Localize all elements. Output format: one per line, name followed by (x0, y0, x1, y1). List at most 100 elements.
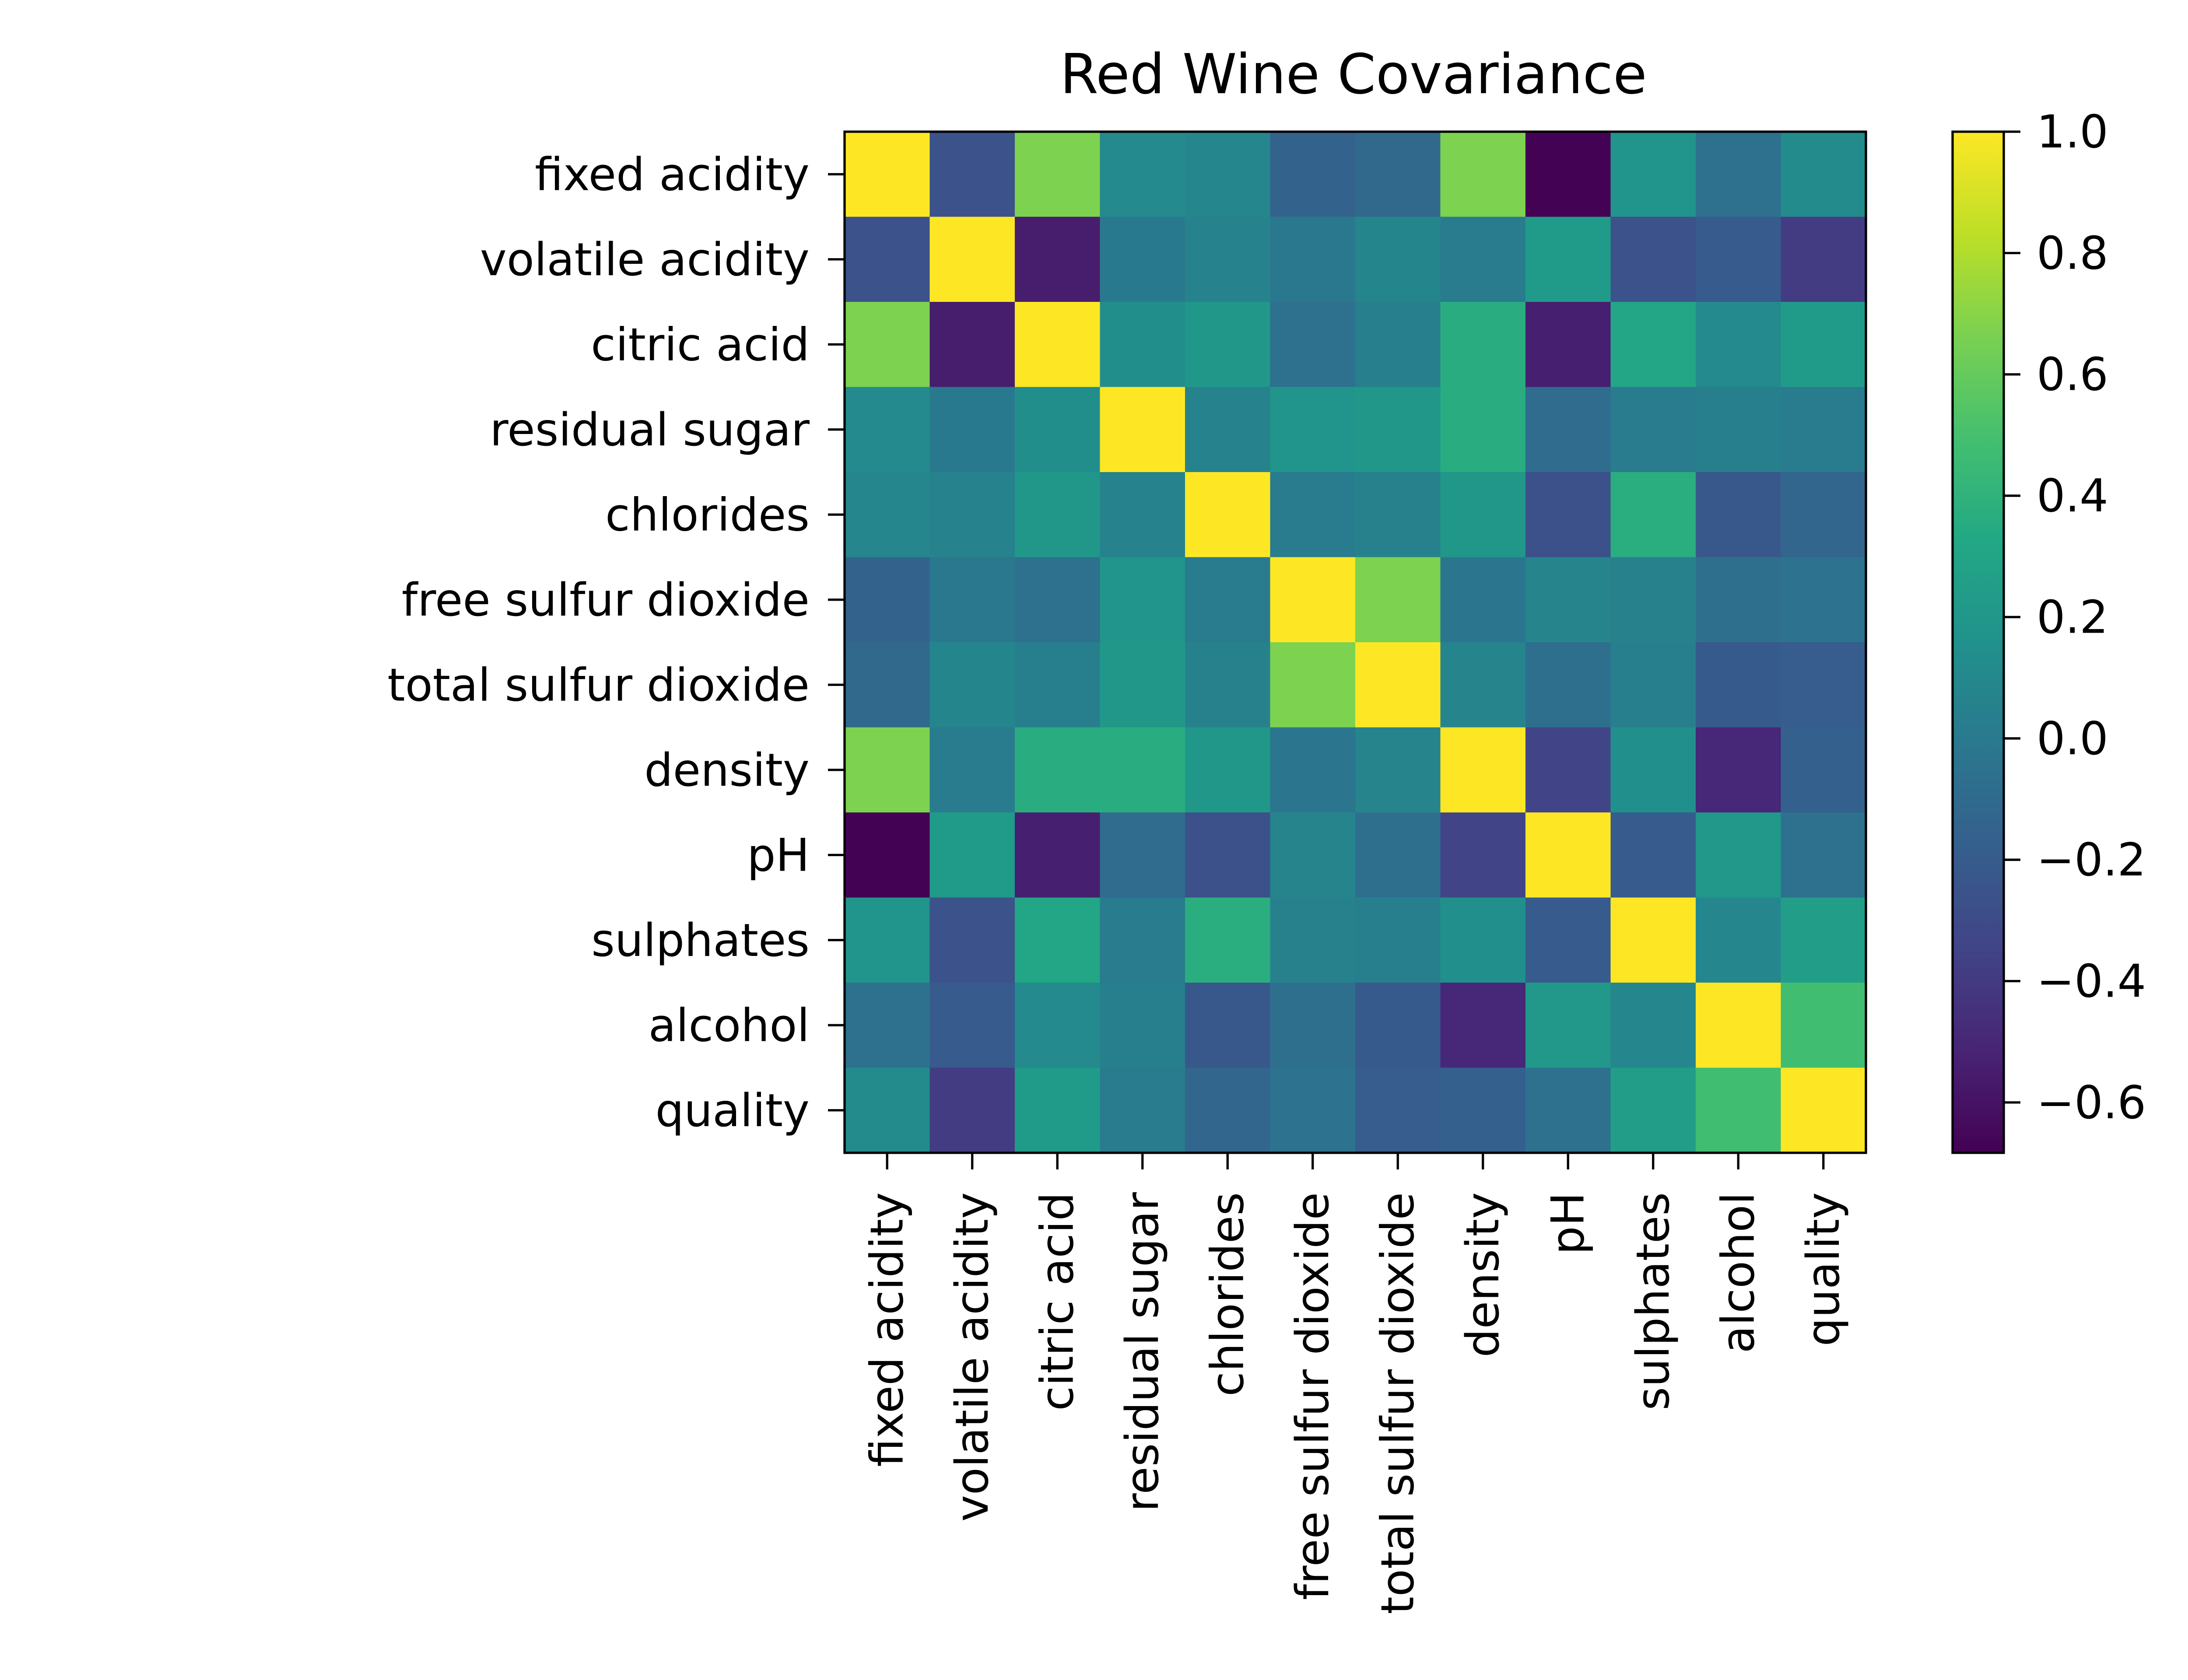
heatmap-cell (1100, 642, 1185, 728)
heatmap-cell (1781, 983, 1866, 1068)
y-tick-label: volatile acidity (480, 234, 810, 286)
heatmap-cell (1355, 983, 1441, 1068)
heatmap-cell (1015, 302, 1101, 388)
heatmap-cell (1781, 302, 1866, 388)
colorbar-tick-label: 1.0 (2037, 106, 2108, 158)
heatmap-cell (929, 557, 1015, 643)
heatmap-cell (1610, 302, 1696, 388)
heatmap-cell (845, 897, 930, 983)
x-tick-label: free sulfur dioxide (1287, 1192, 1339, 1600)
heatmap-cell (1610, 217, 1696, 302)
heatmap-cell (1270, 983, 1356, 1068)
heatmap-cell (845, 812, 930, 898)
heatmap-cell (1610, 642, 1696, 728)
heatmap-cell (1100, 727, 1185, 813)
x-tick-label: density (1457, 1192, 1509, 1358)
heatmap-cell (1440, 642, 1526, 728)
heatmap-frame (843, 130, 1867, 1154)
heatmap-cell (1440, 302, 1526, 388)
heatmap-cell (1610, 1068, 1696, 1153)
heatmap-cell (1696, 302, 1781, 388)
colorbar-tick-label: −0.4 (2037, 956, 2146, 1008)
heatmap-cell (929, 472, 1015, 558)
y-tick-label: pH (747, 829, 810, 882)
colorbar-tick-label: 0.8 (2037, 227, 2108, 280)
heatmap-cell (1781, 1068, 1866, 1153)
heatmap-cell (1015, 387, 1101, 472)
y-tick-label: density (644, 744, 810, 797)
colorbar-tick-label: −0.6 (2037, 1077, 2146, 1129)
heatmap-cell (1781, 472, 1866, 558)
heatmap-cell (845, 217, 930, 302)
heatmap-cell (1525, 1068, 1611, 1153)
heatmap-cell (1185, 727, 1271, 813)
heatmap-cell (1781, 132, 1866, 217)
x-tick-label: citric acid (1031, 1192, 1083, 1411)
heatmap-cell (1696, 897, 1781, 983)
heatmap-cell (929, 217, 1015, 302)
heatmap-cell (1525, 387, 1611, 472)
heatmap-cell (1781, 217, 1866, 302)
heatmap-cell (929, 387, 1015, 472)
x-tick-label: volatile acidity (946, 1192, 999, 1522)
colorbar-ticks: 1.0 0.8 0.6 0.4 0.2 0.0 −0.2 −0.4 −0.6 (2004, 106, 2146, 1129)
heatmap-cell (1100, 472, 1185, 558)
heatmap-cell (1525, 642, 1611, 728)
heatmap-cell (1525, 727, 1611, 813)
heatmap-cell (929, 642, 1015, 728)
heatmap-cell (1270, 217, 1356, 302)
heatmap-cell (1610, 727, 1696, 813)
heatmap-cell (1525, 983, 1611, 1068)
heatmap-cell (929, 897, 1015, 983)
heatmap-cell (1270, 727, 1356, 813)
heatmap-cell (1696, 472, 1781, 558)
heatmap-cell (1355, 557, 1441, 643)
heatmap-cell (1440, 983, 1526, 1068)
heatmap-cell (845, 1068, 930, 1153)
heatmap-cell (1781, 812, 1866, 898)
colorbar: 1.0 0.8 0.6 0.4 0.2 0.0 −0.2 −0.4 −0.6 (1951, 106, 2146, 1154)
y-tick-label: quality (656, 1085, 810, 1137)
heatmap-cell (1270, 387, 1356, 472)
heatmap-cell (1015, 557, 1101, 643)
x-tick-label: quality (1797, 1192, 1850, 1346)
y-tick-label: chlorides (605, 489, 810, 541)
heatmap-cell (1185, 472, 1271, 558)
heatmap-cell (1610, 557, 1696, 643)
heatmap-cell (1610, 897, 1696, 983)
x-tick-label: pH (1542, 1192, 1594, 1255)
heatmap-cell (1270, 812, 1356, 898)
heatmap-cell (1015, 642, 1101, 728)
heatmap-cell (1100, 132, 1185, 217)
heatmap-cell (1781, 642, 1866, 728)
heatmap-cell (1015, 132, 1101, 217)
heatmap-cell (1696, 642, 1781, 728)
heatmap-cell (1270, 1068, 1356, 1153)
heatmap-cell (1610, 812, 1696, 898)
heatmap-cell (929, 983, 1015, 1068)
heatmap-cell (1525, 132, 1611, 217)
heatmap-cell (1355, 472, 1441, 558)
heatmap-cell (1100, 1068, 1185, 1153)
heatmap-cell (1270, 472, 1356, 558)
heatmap-cell (845, 727, 930, 813)
heatmap-cell (1015, 472, 1101, 558)
heatmap-cell (1525, 472, 1611, 558)
heatmap-cell (1185, 217, 1271, 302)
heatmap-cell (1355, 812, 1441, 898)
heatmap-cell (1270, 132, 1356, 217)
heatmap-cell (1440, 727, 1526, 813)
heatmap-cell (1015, 727, 1101, 813)
heatmap-cell (1355, 897, 1441, 983)
heatmap-cell (929, 812, 1015, 898)
y-tick-label: residual sugar (490, 404, 810, 456)
heatmap-cell (1100, 302, 1185, 388)
heatmap-cell (1696, 557, 1781, 643)
heatmap-cell (1781, 387, 1866, 472)
x-tick-label: total sulfur dioxide (1371, 1192, 1424, 1614)
heatmap-cell (1015, 217, 1101, 302)
heatmap-cell (1696, 812, 1781, 898)
heatmap-cell (929, 727, 1015, 813)
colorbar-gradient (1953, 132, 2004, 1153)
